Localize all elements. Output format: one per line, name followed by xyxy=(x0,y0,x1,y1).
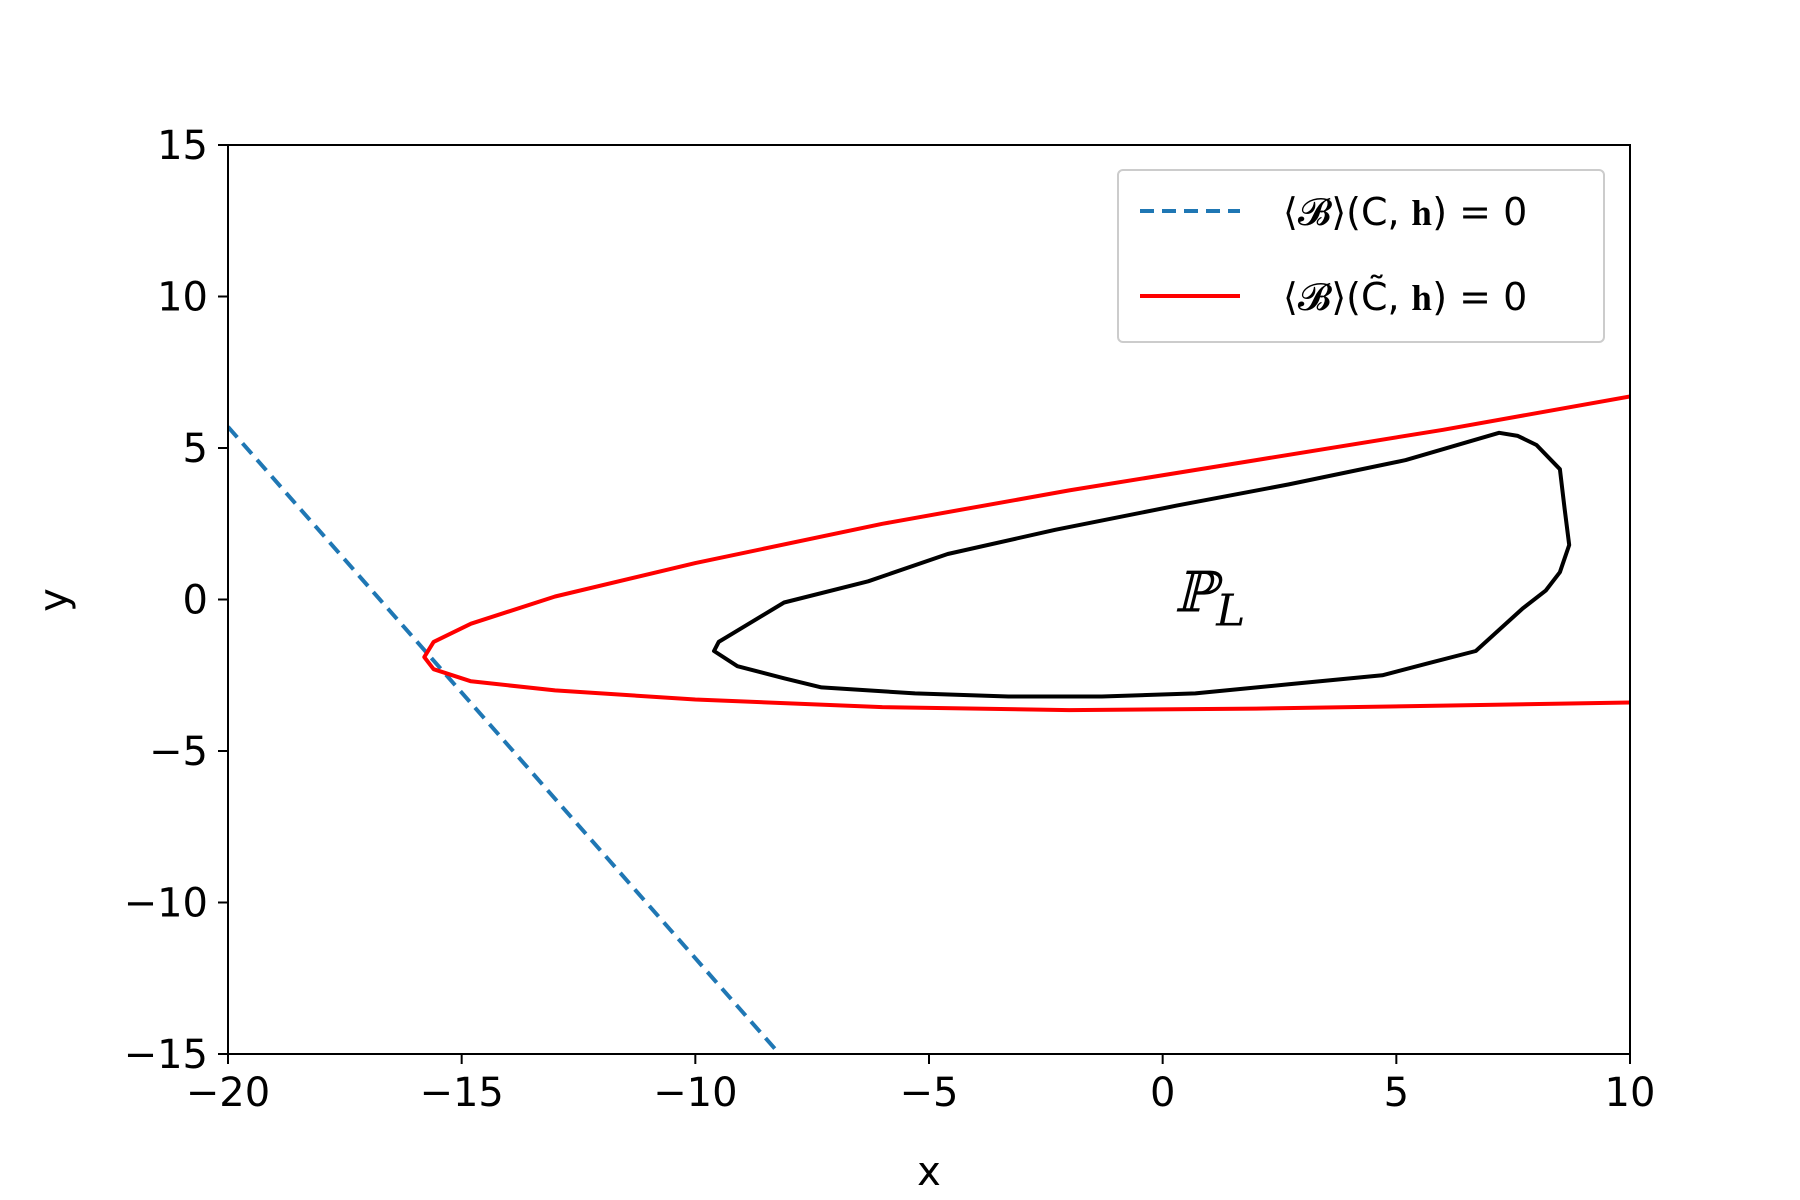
y-tick-label: 15 xyxy=(157,123,208,169)
x-tick-label: 0 xyxy=(1150,1070,1175,1116)
y-tick-label: −15 xyxy=(124,1032,208,1078)
data-layer xyxy=(228,394,1630,1054)
legend-label-series-1: ⟨𝓑⟩(C, 𝐡) = 0 xyxy=(1283,190,1527,234)
x-tick-label: −20 xyxy=(186,1070,270,1116)
x-tick-label: 5 xyxy=(1384,1070,1409,1116)
y-tick-label: 0 xyxy=(183,578,208,624)
y-tick-label: −5 xyxy=(149,729,208,775)
y-tick-label: 10 xyxy=(157,275,208,321)
region-outline xyxy=(712,430,1572,699)
x-tick-label: 10 xyxy=(1605,1070,1656,1116)
legend: ⟨𝓑⟩(C, 𝐡) = 0 ⟨𝓑⟩(C̃, 𝐡) = 0 xyxy=(1117,169,1605,343)
series-line-1 xyxy=(228,425,782,1054)
x-tick-label: −15 xyxy=(419,1070,503,1116)
y-tick-label: 5 xyxy=(183,426,208,472)
x-axis-label: x xyxy=(917,1149,941,1195)
y-axis-label: y xyxy=(31,588,77,612)
series-line-2 xyxy=(422,394,1630,713)
x-tick-label: −5 xyxy=(900,1070,959,1116)
x-tick-label: −10 xyxy=(653,1070,737,1116)
legend-label-series-2: ⟨𝓑⟩(C̃, 𝐡) = 0 xyxy=(1283,275,1527,319)
region-label-subscript: L xyxy=(1215,586,1245,637)
region-label: ℙL xyxy=(1174,561,1245,637)
y-tick-label: −10 xyxy=(124,881,208,927)
region-label-main: ℙ xyxy=(1174,561,1224,626)
